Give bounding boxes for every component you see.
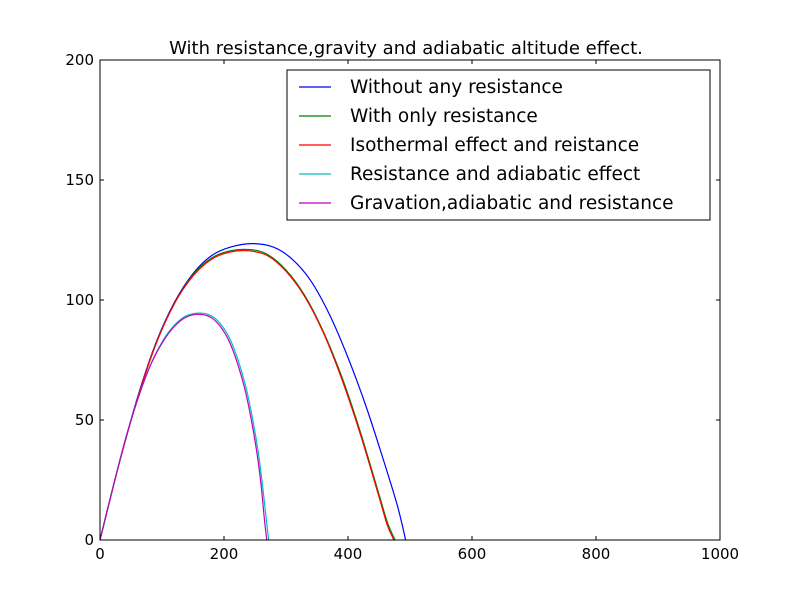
y-tick-label: 50 (75, 411, 94, 429)
y-tick-label: 200 (65, 51, 94, 69)
legend: Without any resistance With only resistan… (286, 69, 711, 221)
x-tick-label: 800 (582, 545, 611, 563)
legend-box (286, 69, 711, 221)
legend-label-4: Resistance and adiabatic effect (350, 164, 640, 185)
legend-label-1: Without any resistance (350, 77, 563, 98)
legend-label-5: Gravation,adiabatic and resistance (350, 193, 674, 214)
legend-label-2: With only resistance (350, 106, 538, 127)
x-tick-label: 600 (458, 545, 487, 563)
tick-layer: 0 200 400 600 800 1000 0 50 100 150 200 (65, 51, 739, 563)
y-tick-label: 100 (65, 291, 94, 309)
series-layer (99, 242, 407, 541)
legend-label-3: Isothermal effect and reistance (350, 135, 639, 156)
x-tick-label: 0 (95, 545, 105, 563)
series-line-3 (99, 249, 395, 541)
chart-title: With resistance,gravity and adiabatic al… (169, 38, 643, 59)
y-tick-label: 150 (65, 171, 94, 189)
y-tick-label: 0 (84, 531, 94, 549)
x-tick-label: 200 (210, 545, 239, 563)
x-tick-label: 1000 (701, 545, 739, 563)
series-line-5 (99, 313, 268, 541)
x-tick-label: 400 (334, 545, 363, 563)
